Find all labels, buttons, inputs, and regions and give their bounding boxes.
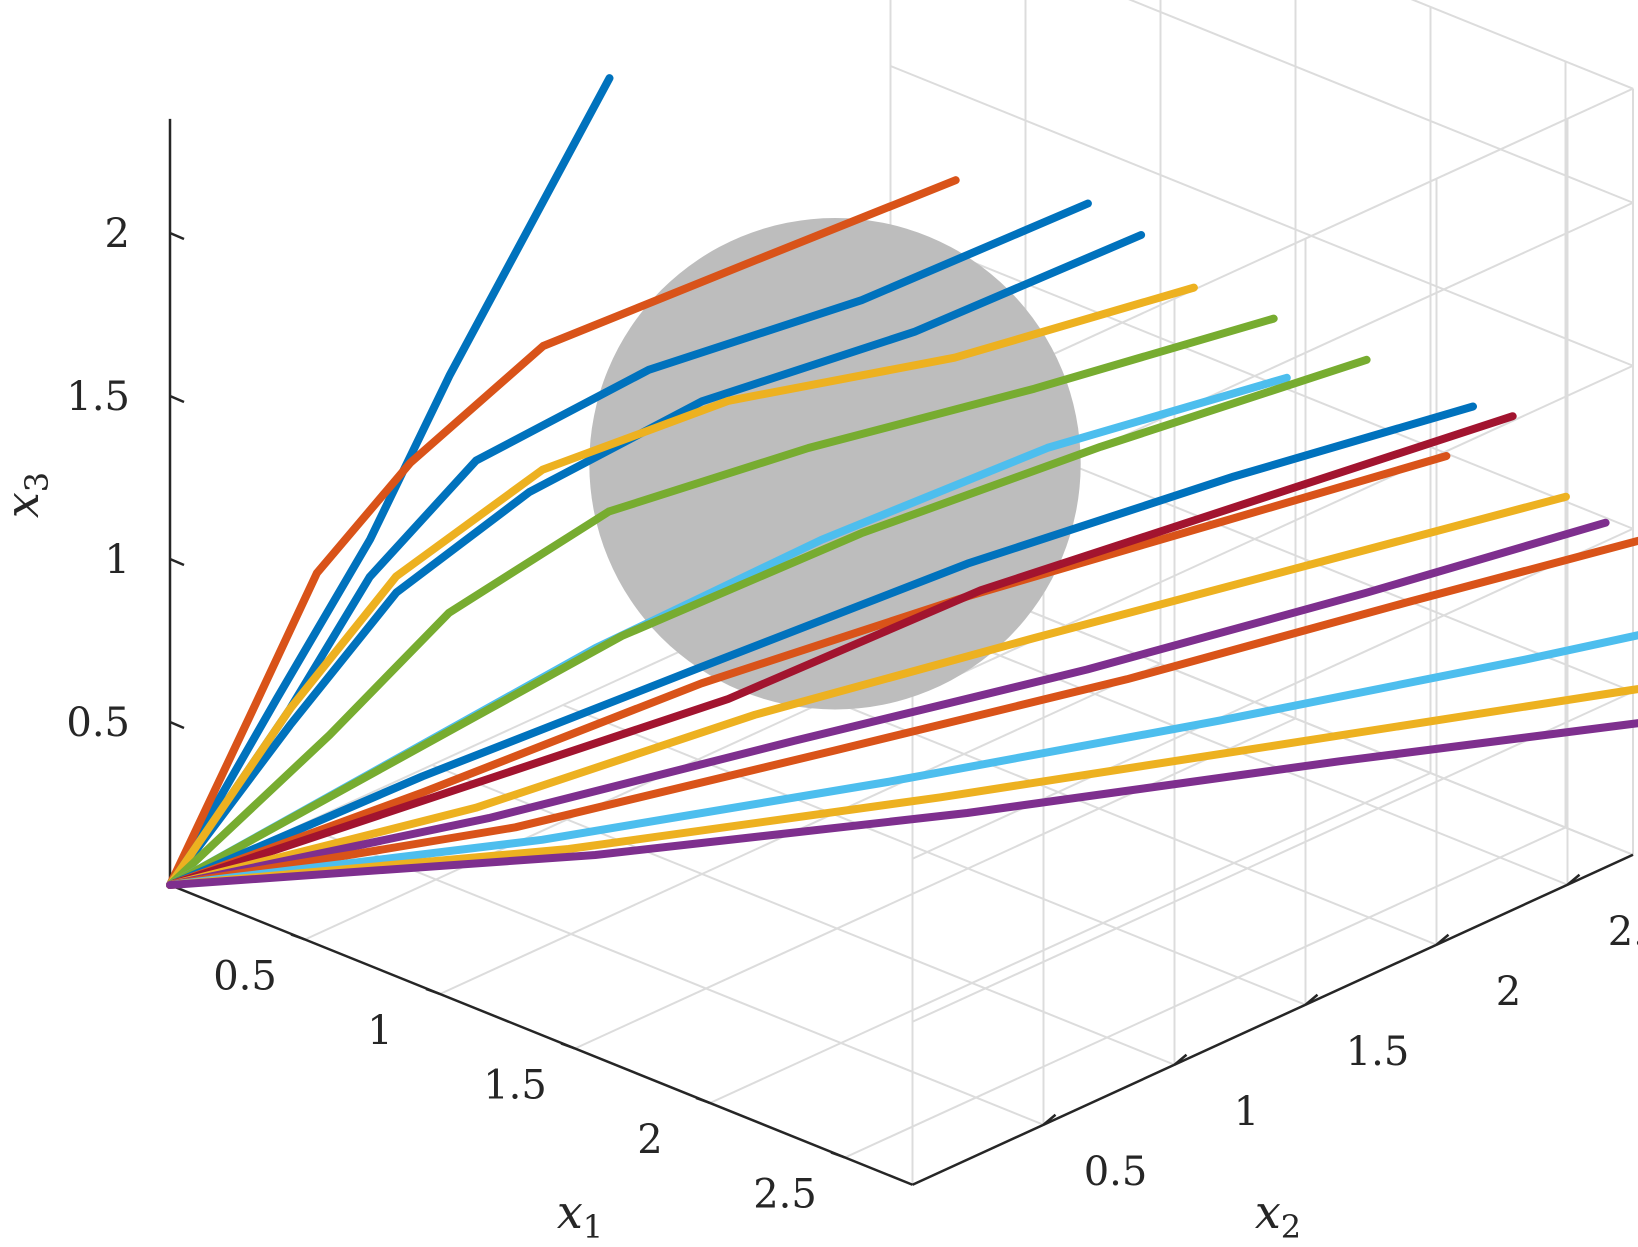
grid-line xyxy=(300,824,1044,1126)
z-tick-label: 0.5 xyxy=(66,700,130,746)
grid-line xyxy=(912,690,1634,1023)
grid-line xyxy=(1410,0,1634,90)
trajectory-line xyxy=(166,402,1477,889)
y-tick-label: 0.5 xyxy=(1084,1149,1148,1195)
grid-line xyxy=(562,704,1306,1006)
trajectory-line xyxy=(166,283,1198,889)
trajectory-line xyxy=(166,684,1638,889)
trajectory-line xyxy=(166,452,1451,889)
grid-line xyxy=(890,65,1634,367)
grid-line xyxy=(890,228,1634,530)
trajectory-line xyxy=(166,412,1517,889)
tick-labels: 0.5 1 1.5 2 2.5 0.5 1 1.5 2 2.5 0.5 1 1.5 2 xyxy=(66,211,1638,1218)
trajectory-line xyxy=(166,74,614,889)
x-tick xyxy=(425,987,441,996)
z-tick-label: 1 xyxy=(105,537,130,583)
trajectories xyxy=(166,74,1638,889)
grid-line xyxy=(844,826,1566,1159)
z-tick xyxy=(169,720,185,730)
y-tick xyxy=(1435,933,1450,946)
trajectory-line xyxy=(166,314,1278,889)
axes xyxy=(168,118,1634,1186)
y-tick xyxy=(1173,1053,1188,1066)
y-tick-label: 2.5 xyxy=(1608,909,1638,955)
x-tick-label: 2.5 xyxy=(753,1172,817,1218)
y-tick xyxy=(1304,993,1319,1006)
grid-line xyxy=(431,764,1175,1066)
trajectory-line xyxy=(166,631,1638,889)
z-tick xyxy=(169,394,185,404)
z-tick xyxy=(169,231,185,241)
y-axis-line xyxy=(911,853,1634,1186)
obstacle-sphere xyxy=(589,218,1081,710)
x-tick xyxy=(290,933,306,941)
x-tick-label: 0.5 xyxy=(213,954,277,1000)
z-tick-label: 1.5 xyxy=(66,374,130,420)
obstacle xyxy=(589,218,1081,710)
trajectory-line xyxy=(166,719,1638,889)
x-tick-label: 1 xyxy=(367,1008,392,1054)
x-tick-label: 1.5 xyxy=(483,1063,547,1109)
y-tick-label: 1 xyxy=(1234,1089,1259,1135)
grid-line xyxy=(709,772,1431,1104)
trajectory-line xyxy=(166,536,1638,889)
z-tick-label: 2 xyxy=(105,211,130,257)
x-axis-label: x1 xyxy=(557,1185,603,1246)
grid-line xyxy=(1128,0,1634,204)
x-tick xyxy=(560,1042,576,1050)
x-tick xyxy=(830,1151,846,1159)
trajectory-line xyxy=(166,231,1146,889)
trajectory-line xyxy=(166,355,1371,889)
trajectory-line xyxy=(166,492,1570,889)
x-axis-line xyxy=(169,883,913,1186)
trajectory-line xyxy=(166,518,1610,889)
y-tick xyxy=(1042,1113,1057,1126)
y-tick-label: 1.5 xyxy=(1346,1029,1410,1075)
z-tick xyxy=(169,557,185,567)
x-tick xyxy=(695,1096,711,1105)
trajectory-line xyxy=(166,176,960,889)
y-axis-label: x2 xyxy=(1255,1185,1301,1246)
z-axis-label: x3 xyxy=(0,472,56,518)
x-tick-label: 2 xyxy=(637,1117,662,1163)
y-tick-label: 2 xyxy=(1496,969,1521,1015)
y-tick xyxy=(1566,873,1581,886)
